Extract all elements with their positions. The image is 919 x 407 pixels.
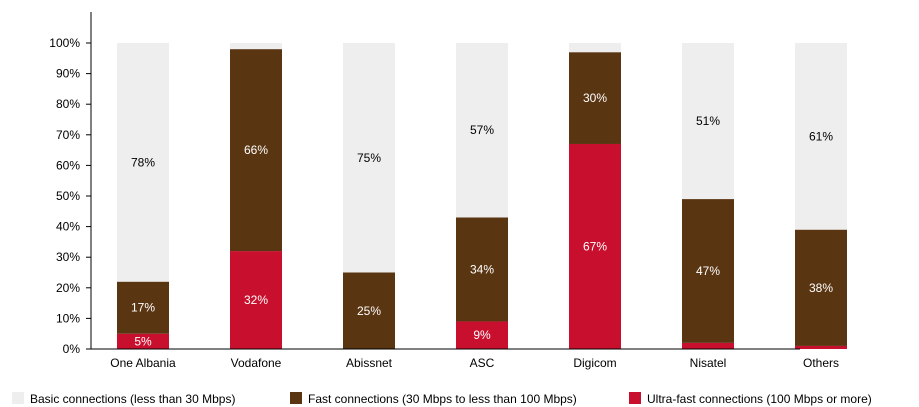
bar-segment-basic-one-albania <box>117 43 169 282</box>
bar-segment-basic-others <box>795 43 847 230</box>
data-label: 17% <box>131 301 155 315</box>
data-label: 51% <box>696 114 720 128</box>
y-tick-label: 40% <box>56 220 80 234</box>
y-tick-label: 90% <box>56 67 80 81</box>
bar-segment-basic-nisatel <box>682 43 734 200</box>
bar-segment-fast-asc <box>456 217 508 322</box>
x-axis: One Albania Vodafone Abissnet ASC Digicom Nis… <box>91 348 839 370</box>
x-tick-label-vodafone: Vodafone <box>231 356 282 370</box>
x-tick-label-digicom: Digicom <box>573 356 616 370</box>
bar-segment-ultra-fast-one-albania <box>117 333 169 349</box>
x-tick-label-asc: ASC <box>470 356 495 370</box>
y-tick-label: 70% <box>56 128 80 142</box>
data-label: 75% <box>357 151 381 165</box>
bar-segment-fast-digicom <box>569 52 621 144</box>
data-label: 61% <box>809 129 833 143</box>
legend-swatch <box>12 392 24 404</box>
y-tick-label: 50% <box>56 189 80 203</box>
x-tick-label-others: Others <box>803 356 839 370</box>
data-label: 5% <box>134 334 152 348</box>
y-tick-label: 100% <box>49 36 80 50</box>
y-tick-label: 0% <box>63 342 81 356</box>
legend-label: Ultra-fast connections (100 Mbps or more… <box>647 392 872 406</box>
bar-segment-fast-nisatel <box>682 199 734 343</box>
bar-segment-ultra-fast-others <box>795 345 847 349</box>
x-tick-label-one-albania: One Albania <box>110 356 176 370</box>
data-label: 47% <box>696 264 720 278</box>
bar-segment-ultra-fast-digicom <box>569 143 621 349</box>
legend-swatch <box>629 392 641 404</box>
bar-segment-fast-others <box>795 229 847 346</box>
bar-segment-ultra-fast-nisatel <box>682 342 734 349</box>
y-tick-label: 20% <box>56 281 80 295</box>
y-axis: 0% 10% 20% 30% 40% 50% 60% 70% 80% 90% 100% <box>49 12 92 356</box>
data-label: 9% <box>473 328 491 342</box>
data-label: 30% <box>583 91 607 105</box>
bar-segment-basic-abissnet <box>343 43 395 273</box>
x-tick-label-abissnet: Abissnet <box>346 356 393 370</box>
legend-swatch <box>290 392 302 404</box>
x-tick-label-nisatel: Nisatel <box>690 356 727 370</box>
data-label: 78% <box>131 155 155 169</box>
data-label: 57% <box>470 123 494 137</box>
bar-segment-basic-asc <box>456 43 508 218</box>
bar-segment-ultra-fast-asc <box>456 321 508 349</box>
bar-segment-fast-vodafone <box>230 49 282 252</box>
data-label: 25% <box>357 304 381 318</box>
y-tick-label: 10% <box>56 311 80 325</box>
legend-label: Basic connections (less than 30 Mbps) <box>30 392 235 406</box>
legend-label: Fast connections (30 Mbps to less than 1… <box>308 392 577 406</box>
data-label: 38% <box>809 281 833 295</box>
bar-segment-fast-abissnet <box>343 272 395 349</box>
data-label: 34% <box>470 262 494 276</box>
data-label: 67% <box>583 239 607 253</box>
bars: 5% 17% 78% 32% 66% 25% 75% 9% 34% 57% 67% 30% 47% 51%… <box>117 43 847 349</box>
bar-segment-basic-digicom <box>569 43 621 53</box>
bar-segment-fast-one-albania <box>117 281 169 334</box>
legend: Basic connections (less than 30 Mbps) Fas… <box>12 392 872 406</box>
bar-segment-basic-vodafone <box>230 43 282 50</box>
data-label: 32% <box>244 293 268 307</box>
y-tick-label: 30% <box>56 250 80 264</box>
bar-segment-ultra-fast-vodafone <box>230 251 282 349</box>
y-tick-label: 60% <box>56 158 80 172</box>
y-tick-label: 80% <box>56 97 80 111</box>
data-label: 66% <box>244 143 268 157</box>
